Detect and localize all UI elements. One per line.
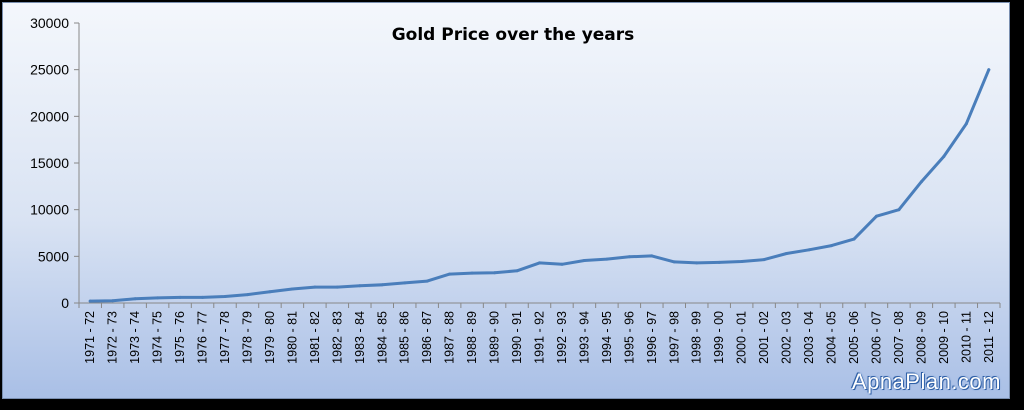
data-point — [201, 296, 204, 299]
x-tick-label: 1975 - 76 — [173, 311, 187, 364]
x-tick-label: 1976 - 77 — [196, 311, 210, 364]
data-point — [920, 180, 923, 183]
x-tick-label: 1985 - 86 — [398, 311, 412, 364]
data-point — [358, 284, 361, 287]
x-tick-label: 1984 - 85 — [375, 311, 389, 364]
data-point — [493, 271, 496, 274]
data-point — [673, 260, 676, 263]
data-point — [403, 281, 406, 284]
y-tick-label: 25000 — [30, 62, 69, 78]
x-tick-label: 1987 - 88 — [443, 311, 457, 364]
y-tick-label: 30000 — [30, 15, 69, 31]
data-point — [179, 296, 182, 299]
data-point — [808, 248, 811, 251]
x-tick-label: 1981 - 82 — [308, 311, 322, 364]
x-tick-label: 1973 - 74 — [128, 311, 142, 364]
data-point — [134, 297, 137, 300]
x-tick-label: 1993 - 94 — [577, 311, 591, 364]
x-tick-label: 1992 - 93 — [555, 311, 569, 364]
x-tick-label: 1972 - 73 — [106, 311, 120, 364]
data-point — [111, 299, 114, 302]
x-tick-label: 2005 - 06 — [847, 311, 861, 364]
data-point — [718, 261, 721, 264]
x-tick-label: 2008 - 09 — [914, 311, 928, 364]
series-group — [89, 68, 991, 302]
x-tick-label: 1997 - 98 — [667, 311, 681, 364]
data-point — [156, 296, 159, 299]
data-point — [853, 238, 856, 241]
x-tick-label: 1986 - 87 — [420, 311, 434, 364]
data-point — [516, 269, 519, 272]
x-tick-label: 2000 - 01 — [735, 311, 749, 364]
x-tick-label: 1989 - 90 — [488, 311, 502, 364]
x-tick-label: 2010 - 11 — [959, 311, 973, 363]
data-point — [605, 258, 608, 261]
x-tick-label: 2011 - 12 — [982, 311, 996, 363]
x-tick-label: 1990 - 91 — [510, 311, 524, 364]
x-tick-label: 1980 - 81 — [285, 311, 299, 364]
data-point — [628, 255, 631, 258]
x-tick-label: 1978 - 79 — [240, 311, 254, 364]
data-point — [965, 122, 968, 125]
y-tick-label: 20000 — [30, 108, 69, 124]
data-point — [426, 280, 429, 283]
data-point — [785, 252, 788, 255]
x-tick-label: 2001 - 02 — [757, 311, 771, 364]
data-point — [291, 288, 294, 291]
data-point — [740, 260, 743, 263]
watermark: ApnaPlan.com — [852, 369, 1001, 395]
x-tick-label: 1983 - 84 — [353, 311, 367, 364]
x-tick-label: 2007 - 08 — [892, 311, 906, 364]
y-tick-label: 5000 — [38, 248, 69, 264]
x-tick-label: 2006 - 07 — [869, 311, 883, 364]
y-axis: 0 5000 10000 15000 20000 25000 30000 — [30, 15, 79, 311]
x-tick-label: 1994 - 95 — [600, 311, 614, 364]
x-tick-label: 2004 - 05 — [825, 311, 839, 364]
y-tick-label: 10000 — [30, 202, 69, 218]
x-tick-label: 2002 - 03 — [780, 311, 794, 364]
data-point — [763, 258, 766, 261]
x-tick-label: 1982 - 83 — [330, 311, 344, 364]
data-point — [224, 295, 227, 298]
data-point — [650, 254, 653, 257]
data-point — [897, 208, 900, 211]
x-tick-label: 1971 - 72 — [83, 311, 97, 364]
x-tick-label: 2003 - 04 — [802, 311, 816, 364]
data-point — [987, 68, 990, 71]
data-point — [538, 261, 541, 264]
x-tick-label: 1995 - 96 — [622, 311, 636, 364]
data-point — [336, 286, 339, 289]
x-tick-label: 1977 - 78 — [218, 311, 232, 364]
data-point — [695, 261, 698, 264]
data-point — [942, 155, 945, 158]
series-line — [90, 70, 989, 301]
x-tick-label: 2009 - 10 — [937, 311, 951, 364]
x-tick-label: 1999 - 00 — [712, 311, 726, 364]
data-point — [583, 259, 586, 262]
data-point — [246, 293, 249, 296]
data-point — [471, 272, 474, 275]
data-point — [268, 290, 271, 293]
data-point — [875, 215, 878, 218]
data-point — [313, 286, 316, 289]
data-point — [448, 273, 451, 276]
data-point — [89, 300, 92, 303]
data-point — [381, 283, 384, 286]
x-tick-label: 1974 - 75 — [151, 311, 165, 364]
x-tick-label: 1991 - 92 — [533, 311, 547, 364]
x-tick-label: 1979 - 80 — [263, 311, 277, 364]
x-tick-label: 1998 - 99 — [690, 311, 704, 364]
line-chart: Gold Price over the years 0 5000 10000 1500… — [3, 3, 1011, 400]
x-tick-label: 1988 - 89 — [465, 311, 479, 364]
x-axis: 1971 - 72 1972 - 73 1973 - 74 1974 - 75 1975… — [79, 303, 1000, 364]
x-tick-label: 1996 - 97 — [645, 311, 659, 364]
chart-title: Gold Price over the years — [392, 25, 635, 45]
y-tick-label: 15000 — [30, 155, 69, 171]
data-point — [561, 263, 564, 266]
y-tick-label: 0 — [61, 295, 69, 311]
chart-frame: Gold Price over the years 0 5000 10000 1500… — [2, 2, 1010, 399]
data-point — [830, 244, 833, 247]
